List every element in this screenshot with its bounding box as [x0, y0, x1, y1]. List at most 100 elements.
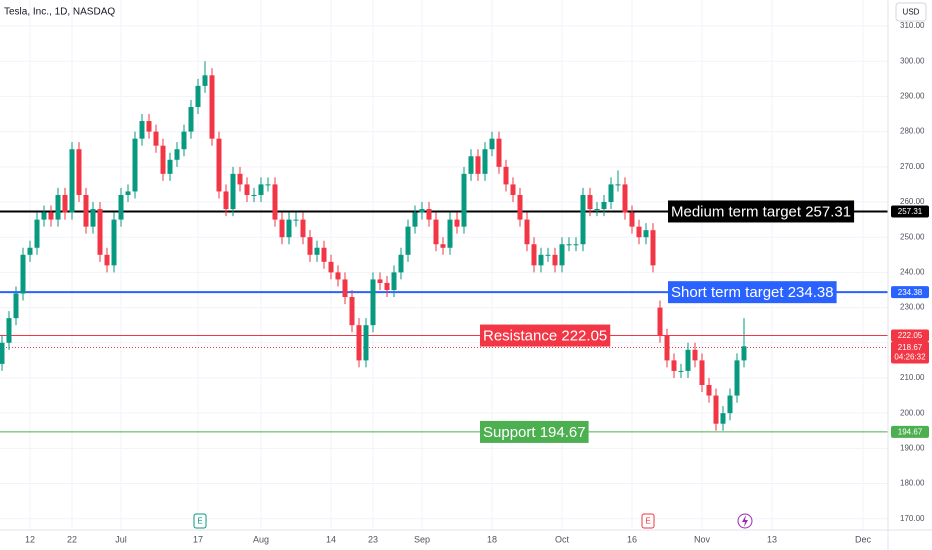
y-tick-label: 300.00 — [900, 56, 925, 65]
x-tick-label: 16 — [627, 534, 637, 544]
candle-body — [517, 194, 523, 220]
y-tick-label: 200.00 — [900, 408, 925, 417]
candle-body — [300, 219, 306, 238]
candle-body — [412, 212, 418, 227]
candle-body — [587, 194, 593, 210]
axis-price-bg — [891, 329, 929, 342]
candle-body — [160, 145, 166, 174]
y-tick-label: 260.00 — [900, 197, 925, 206]
y-tick-label: 290.00 — [900, 92, 925, 101]
candle-body — [580, 194, 586, 245]
candle-body — [398, 254, 404, 273]
candle-body — [69, 149, 75, 213]
candle-body — [41, 212, 47, 220]
level-label: Resistance 222.05 — [483, 328, 607, 345]
event-badge — [193, 513, 207, 529]
candles — [0, 61, 747, 431]
x-tick-label: Nov — [694, 534, 711, 544]
candle-body — [482, 149, 488, 174]
candle-body — [573, 244, 579, 246]
x-tick-label: Aug — [253, 534, 269, 544]
currency[interactable]: USD — [903, 8, 920, 17]
x-tick-label: 23 — [368, 534, 378, 544]
y-tick-label: 180.00 — [900, 479, 925, 488]
y-tick-label: 270.00 — [900, 162, 925, 171]
candle-body — [657, 307, 663, 336]
candle-body — [468, 156, 474, 174]
x-tick-label: 17 — [193, 534, 203, 544]
icon-bolt — [742, 515, 748, 527]
axis-price-label: 194.67 — [898, 428, 923, 437]
x-tick-label: Sep — [414, 534, 430, 544]
last-price-label: 218.67 — [898, 343, 923, 352]
x-tick-label: 18 — [487, 534, 497, 544]
candle-body — [286, 219, 292, 238]
candle-body — [447, 219, 453, 248]
candle-body — [377, 279, 383, 283]
candle-body — [664, 335, 670, 361]
candle-body — [643, 230, 649, 238]
candle-body — [489, 138, 495, 150]
candle-body — [167, 159, 173, 174]
last-price-bg — [891, 341, 929, 364]
candle-body — [636, 226, 642, 238]
candle-body — [125, 191, 131, 195]
candle-body — [615, 184, 621, 186]
y-tick-label: 280.00 — [900, 127, 925, 136]
candle-body — [342, 279, 348, 298]
candle-body — [559, 244, 565, 266]
candle-body — [496, 138, 502, 167]
candle-body — [244, 184, 250, 195]
candle-body — [272, 184, 278, 220]
axis-price-label: 234.38 — [898, 288, 923, 297]
candle-body — [629, 212, 635, 227]
level-label-bg — [668, 281, 837, 304]
candle-body — [55, 194, 61, 220]
candle-body — [608, 184, 614, 203]
candle-body — [440, 244, 446, 248]
y-tick-label: 230.00 — [900, 303, 925, 312]
candle-body — [426, 209, 432, 220]
candle-body — [671, 360, 677, 371]
candle-body — [139, 121, 145, 139]
candle-body — [594, 209, 600, 211]
y-tick-label: 250.00 — [900, 232, 925, 241]
level-label-bg — [668, 200, 855, 223]
candle-body — [111, 219, 117, 266]
candle-body — [216, 138, 222, 192]
candle-body — [601, 202, 607, 210]
candle-body — [104, 254, 110, 266]
candle-body — [83, 194, 89, 227]
chart-title: Tesla, Inc., 1D, NASDAQ — [4, 7, 115, 18]
candle-body — [307, 237, 313, 255]
event-icon: E — [193, 513, 207, 529]
candle-body — [223, 191, 229, 210]
x-tick-label: 13 — [767, 534, 777, 544]
x-tick-label: 12 — [25, 534, 35, 544]
candle-body — [454, 219, 460, 227]
candle-body — [391, 272, 397, 290]
candle-body — [503, 166, 509, 185]
candle-body — [349, 297, 355, 326]
candle-body — [552, 254, 558, 266]
currency-button[interactable] — [895, 2, 927, 22]
dividend-icon — [737, 513, 753, 529]
y-tick-label: 170.00 — [900, 514, 925, 523]
candle-body — [713, 395, 719, 424]
y-tick-label: 240.00 — [900, 267, 925, 276]
axes: 170.00180.00190.00200.00210.00220.00230.… — [25, 21, 929, 544]
candle-body — [741, 346, 747, 361]
candle-body — [181, 131, 187, 150]
candle-body — [265, 184, 271, 186]
candle-body — [692, 349, 698, 361]
candle-body — [363, 325, 369, 361]
candle-body — [97, 209, 103, 255]
candle-body — [706, 385, 712, 396]
candle-body — [545, 254, 551, 256]
candle-body — [531, 244, 537, 266]
candle-body — [461, 173, 467, 227]
candle-body — [384, 282, 390, 290]
candle-body — [328, 261, 334, 273]
